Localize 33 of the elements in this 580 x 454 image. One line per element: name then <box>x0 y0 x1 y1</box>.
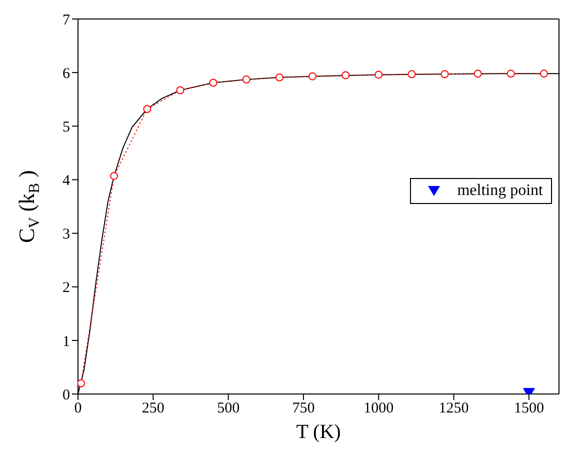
x-tick-label: 250 <box>142 400 164 417</box>
y-tick-label: 3 <box>62 226 70 243</box>
point <box>474 70 482 78</box>
point <box>308 72 316 80</box>
point <box>176 86 184 94</box>
y-tick-label: 2 <box>62 280 70 296</box>
point <box>408 70 416 78</box>
point <box>440 70 449 78</box>
point <box>540 70 548 78</box>
x-tick-label: 0 <box>74 400 82 417</box>
y-tick-label: 5 <box>62 119 70 136</box>
y-tick-label: 4 <box>62 173 70 190</box>
y-tick-label: 1 <box>62 334 70 350</box>
legend-label: melting point <box>457 182 543 200</box>
legend-box: melting point <box>410 178 552 204</box>
point <box>275 73 284 82</box>
point <box>110 172 118 180</box>
point <box>143 105 152 113</box>
x-tick-label: 1000 <box>364 400 394 417</box>
point <box>209 78 218 87</box>
point <box>342 71 350 80</box>
y-tick-label: 6 <box>62 66 70 82</box>
point <box>242 76 250 84</box>
x-tick-label: 750 <box>292 400 315 417</box>
x-axis-title: T (K) <box>296 421 341 443</box>
point <box>374 70 383 79</box>
y-tick-label: 7 <box>62 12 70 28</box>
y-tick-label: 0 <box>62 387 70 404</box>
x-tick-label: 1500 <box>514 400 544 417</box>
x-tick-label: 500 <box>217 400 240 417</box>
point <box>506 70 515 78</box>
x-tick-label: 1250 <box>438 400 469 417</box>
point <box>78 379 86 388</box>
